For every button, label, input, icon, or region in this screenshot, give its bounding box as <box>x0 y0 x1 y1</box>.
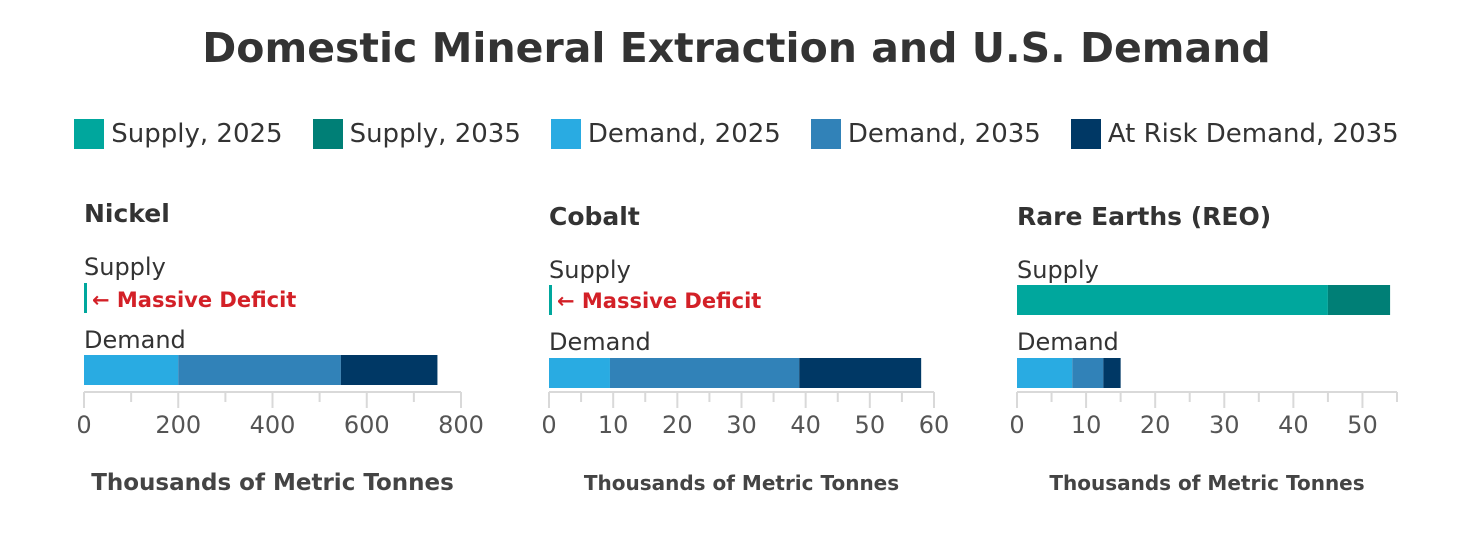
category-label-demand: Demand <box>1017 328 1119 356</box>
panel-title: Cobalt <box>549 202 640 231</box>
legend-swatch <box>810 119 841 149</box>
legend-swatch <box>74 119 105 149</box>
x-tick-label: 20 <box>1140 411 1171 439</box>
bar-demand-2025 <box>549 358 610 388</box>
bar-supply-2025 <box>84 283 87 313</box>
bar-demand-2025 <box>1017 358 1073 388</box>
legend-item-at-risk-demand-2035: At Risk Demand, 2035 <box>1070 119 1399 149</box>
category-label-supply: Supply <box>549 256 631 284</box>
bar-demand-2025 <box>84 355 179 385</box>
bar-supply-2025 <box>1017 285 1328 315</box>
x-tick-label: 40 <box>1278 411 1309 439</box>
legend: Supply, 2025 Supply, 2035 Demand, 2025 D… <box>0 114 1473 154</box>
category-label-supply: Supply <box>84 253 166 281</box>
x-tick-label: 50 <box>855 411 886 439</box>
x-tick-label: 10 <box>598 411 629 439</box>
x-tick-label: 400 <box>250 411 296 439</box>
x-tick-label: 60 <box>919 411 950 439</box>
panel-title: Rare Earths (REO) <box>1017 202 1271 231</box>
legend-item-supply-2025: Supply, 2025 <box>74 119 283 149</box>
x-tick-label: 800 <box>438 411 484 439</box>
legend-label: Supply, 2035 <box>349 119 521 149</box>
x-tick-label: 200 <box>155 411 201 439</box>
x-axis-label: Thousands of Metric Tonnes <box>91 470 454 496</box>
category-label-supply: Supply <box>1017 256 1099 284</box>
legend-label: Demand, 2035 <box>847 119 1041 149</box>
legend-swatch <box>312 119 343 149</box>
legend-label: Supply, 2025 <box>111 119 283 149</box>
legend-swatch <box>1070 119 1101 149</box>
x-tick-label: 30 <box>726 411 757 439</box>
bar-supply-2025 <box>549 285 552 315</box>
bar-supply-2035 <box>1327 285 1391 315</box>
x-tick-label: 600 <box>344 411 390 439</box>
bar-at-risk-demand-2035 <box>340 355 438 385</box>
x-tick-label: 10 <box>1071 411 1102 439</box>
panel-title: Nickel <box>84 199 170 228</box>
x-axis-label: Thousands of Metric Tonnes <box>584 471 899 495</box>
bar-at-risk-demand-2035 <box>799 358 922 388</box>
legend-item-supply-2035: Supply, 2035 <box>312 119 521 149</box>
legend-label: Demand, 2025 <box>587 119 781 149</box>
category-label-demand: Demand <box>84 326 186 354</box>
bar-demand-2035 <box>609 358 800 388</box>
legend-item-demand-2025: Demand, 2025 <box>550 119 781 149</box>
bar-at-risk-demand-2035 <box>1103 358 1121 388</box>
bar-demand-2035 <box>178 355 341 385</box>
category-label-demand: Demand <box>549 328 651 356</box>
x-tick-label: 0 <box>76 411 91 439</box>
legend-label: At Risk Demand, 2035 <box>1107 119 1399 149</box>
annotation-massive-deficit: ← Massive Deficit <box>557 289 761 313</box>
x-tick-label: 30 <box>1209 411 1240 439</box>
x-tick-label: 20 <box>662 411 693 439</box>
x-axis-label: Thousands of Metric Tonnes <box>1049 471 1364 495</box>
x-tick-label: 0 <box>541 411 556 439</box>
x-tick-label: 50 <box>1347 411 1378 439</box>
bar-demand-2035 <box>1072 358 1104 388</box>
chart-title: Domestic Mineral Extraction and U.S. Dem… <box>202 24 1271 72</box>
legend-swatch <box>550 119 581 149</box>
x-tick-label: 40 <box>790 411 821 439</box>
legend-item-demand-2035: Demand, 2035 <box>810 119 1041 149</box>
annotation-massive-deficit: ← Massive Deficit <box>92 288 296 312</box>
x-tick-label: 0 <box>1009 411 1024 439</box>
